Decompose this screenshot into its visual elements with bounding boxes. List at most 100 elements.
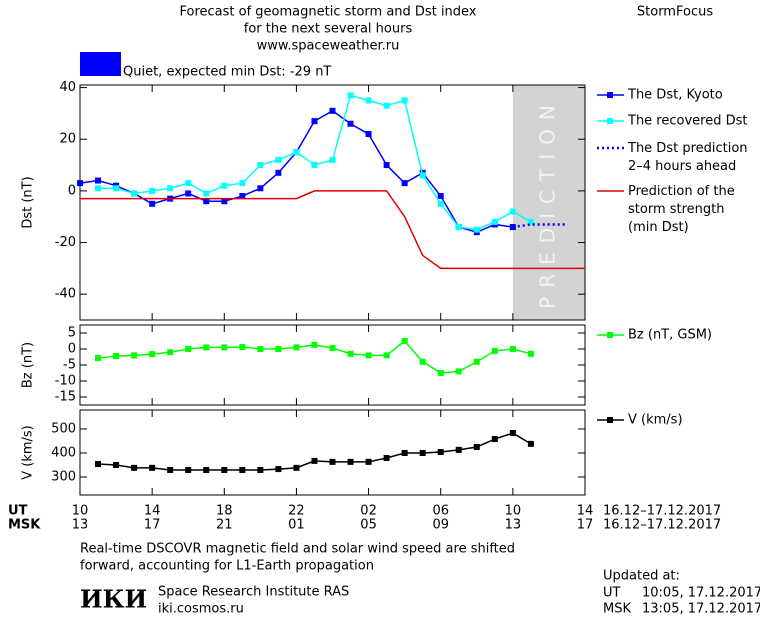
legend-marker (607, 332, 613, 338)
updated-ut: 10:05, 17.12.2017 (642, 586, 760, 601)
x-tick-label: 10 (505, 504, 522, 519)
x-tick-label: 14 (144, 504, 161, 519)
data-point (401, 338, 408, 344)
data-point (275, 156, 282, 163)
x-tick-label: 06 (432, 504, 449, 519)
data-point (113, 461, 120, 468)
data-point (257, 162, 264, 169)
y-tick-label: 20 (59, 132, 76, 147)
series-line (97, 432, 532, 471)
data-point (509, 208, 516, 215)
data-point (437, 200, 444, 207)
data-point (491, 347, 498, 354)
data-point (203, 344, 210, 351)
y-tick-label: 300 (51, 469, 76, 484)
data-point (293, 344, 300, 351)
data-point (347, 120, 354, 127)
data-point (239, 193, 246, 200)
y-tick-label: -5 (63, 358, 76, 373)
updated-label: Updated at: (603, 569, 680, 584)
footer-note: Real-time DSCOVR magnetic field and sola… (80, 542, 515, 557)
data-point (221, 182, 228, 189)
data-point (527, 350, 534, 357)
data-point (455, 446, 462, 453)
footer-note: forward, accounting for L1-Earth propaga… (80, 559, 374, 574)
data-point (437, 193, 444, 200)
title-line: www.spaceweather.ru (257, 39, 400, 54)
y-tick-label: -40 (55, 287, 76, 302)
data-point (527, 218, 534, 225)
legend-entry: Prediction of the storm strength (min Dst) (628, 184, 735, 235)
data-point (311, 118, 318, 125)
data-point (113, 185, 120, 192)
data-point (329, 345, 336, 352)
data-point (95, 185, 102, 192)
data-point (473, 226, 480, 233)
updated-msk: 13:05, 17.12.2017 (642, 602, 760, 617)
data-point (365, 458, 372, 465)
data-point (203, 190, 210, 197)
data-point (131, 352, 138, 359)
y-tick-label: 0 (68, 183, 76, 198)
data-point (401, 180, 408, 187)
data-point (149, 200, 156, 207)
data-point (239, 180, 246, 187)
legend-entry: The recovered Dst (627, 114, 747, 129)
data-point (221, 344, 228, 351)
x-tick-label: 10 (72, 504, 89, 519)
data-point (185, 467, 192, 474)
y-tick-label: 0 (68, 342, 76, 357)
y-tick-label: -15 (55, 390, 76, 405)
data-point (257, 185, 264, 192)
data-point (491, 436, 498, 443)
y-axis-label: Bz (nT) (21, 342, 36, 388)
legend-marker (607, 417, 613, 423)
data-point (401, 97, 408, 104)
data-point (113, 353, 120, 360)
updated-msk-label: MSK (603, 602, 631, 617)
data-point (221, 198, 228, 205)
data-point (455, 368, 462, 375)
plot-frame (79, 409, 586, 496)
data-point (167, 185, 174, 192)
data-point (527, 440, 534, 447)
data-point (383, 455, 390, 462)
data-point (329, 458, 336, 465)
y-tick-label: 40 (59, 80, 76, 95)
data-point (437, 449, 444, 456)
data-point (347, 458, 354, 465)
data-point (365, 352, 372, 359)
data-point (419, 172, 426, 179)
data-point (347, 350, 354, 357)
data-point (383, 102, 390, 109)
plot-frame (79, 84, 586, 321)
data-point (149, 187, 156, 194)
data-point (293, 464, 300, 471)
data-point (203, 467, 210, 474)
data-point (329, 156, 336, 163)
legend-marker (607, 92, 613, 98)
data-point (311, 162, 318, 169)
x2-tick-label: 21 (216, 518, 233, 533)
x2-tick-label: 17 (577, 518, 594, 533)
prediction-band (512, 85, 585, 320)
data-point (509, 430, 516, 437)
msk-dates: 16.12–17.12.2017 (603, 518, 721, 533)
title-line: Forecast of geomagnetic storm and Dst in… (179, 5, 476, 20)
data-point (509, 346, 516, 352)
data-point (167, 467, 174, 474)
data-point (203, 198, 210, 205)
prediction-label: PREDICTION (535, 96, 559, 309)
updated-ut-label: UT (603, 586, 621, 601)
data-point (383, 352, 390, 359)
data-point (473, 443, 480, 450)
data-point (95, 461, 102, 468)
x2-tick-label: 13 (505, 518, 522, 533)
y-axis-label: V (km/s) (21, 425, 36, 480)
x-tick-label: 02 (360, 504, 377, 519)
x2-tick-label: 01 (288, 518, 305, 533)
y-tick-label: 400 (51, 445, 76, 460)
y-axis-label: Dst (nT) (21, 176, 36, 228)
data-point (329, 107, 336, 114)
brand: StormFocus (637, 5, 713, 20)
